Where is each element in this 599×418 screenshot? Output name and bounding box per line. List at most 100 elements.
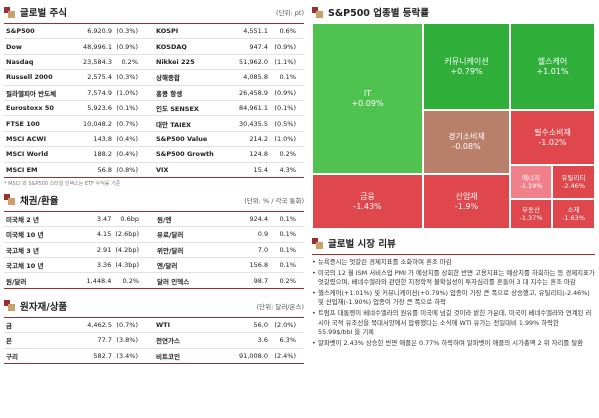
- sector-label: 유틸리티: [561, 173, 586, 182]
- row-name: 필라델피아 반도체: [4, 85, 76, 101]
- row-name: Russell 2000: [4, 69, 76, 86]
- sector-label: 소재: [567, 205, 580, 214]
- table-row: 원/달러 1,448.4 0.2% 달러 인덱스 98.7 0.2%: [4, 272, 304, 289]
- row-change: (2.4%): [270, 348, 304, 365]
- market-review-header: 글로벌 시장 리뷰: [312, 235, 595, 251]
- row-name: Dow: [4, 38, 76, 55]
- row-name: 은: [4, 332, 76, 349]
- sector-tile: 소재 -1.63%: [552, 199, 595, 229]
- sector-label: IT: [363, 88, 372, 98]
- commodities-header: 원자재/상품 (단위: 달러/온스): [4, 298, 304, 314]
- row-name: S&P500 Growth: [146, 146, 224, 163]
- sector-tile: 경기소비재 -0.08%: [423, 110, 510, 174]
- review-item: 헬스케어(+1.01%) 및 커뮤니케이션(+0.79%) 업종이 가장 큰 폭…: [312, 289, 595, 307]
- row-change: (0.3%): [114, 69, 146, 86]
- row-value: 3.6: [224, 332, 270, 349]
- bonds-fx-header: 채권/환율 (단위: % / 각국 통화): [4, 192, 304, 208]
- row-value: 56.8: [76, 162, 114, 178]
- section-square-icon: [4, 194, 15, 206]
- right-column: S&P500 업종별 등락률 IT +0.09% 커뮤니케이션 +0.79% 헬스케어 +…: [312, 4, 595, 350]
- row-name: Nikkei 225: [146, 54, 224, 71]
- row-name: KOSDAQ: [146, 38, 224, 55]
- row-change: 0.2%: [114, 54, 146, 71]
- sector-change: -1.63%: [562, 214, 585, 222]
- row-change: 0.2%: [270, 272, 304, 289]
- row-name: 유로/달러: [147, 226, 225, 243]
- table-row: MSCI ACWI 143.8 (0.4%) S&P500 Value 214.2 (1.…: [4, 131, 304, 148]
- sector-change: -1.43%: [353, 201, 382, 211]
- row-name: 금: [4, 316, 76, 334]
- row-value: 124.8: [224, 146, 270, 163]
- sector-tile: 금융 -1.43%: [312, 174, 423, 229]
- row-value: 0.9: [224, 226, 271, 243]
- sector-change: -1.02%: [538, 137, 567, 147]
- row-change: (0.9%): [114, 38, 146, 55]
- table-row: MSCI EM 56.8 (0.8%) VIX 15.4 4.3%: [4, 162, 304, 178]
- global-stocks-footnote: * MSCI 와 S&P500 스타일 인덱스는 ETF 수익률 기준: [4, 180, 121, 187]
- row-name: 엔/달러: [147, 257, 225, 274]
- sector-tile: 필수소비재 -1.02%: [510, 110, 595, 165]
- table-row: 국고채 10 년 3.36 (4.3bp) 엔/달러 156.8 0.1%: [4, 257, 304, 274]
- sector-tile: IT +0.09%: [312, 23, 423, 174]
- sector-tile: 산업재 -1.9%: [423, 174, 510, 229]
- sector-label: 커뮤니케이션: [444, 56, 489, 66]
- sector-change: -1.9%: [454, 201, 479, 211]
- table-row: Nasdaq 23,584.3 0.2% Nikkei 225 51,962.0 (1.1…: [4, 54, 304, 71]
- row-change: (0.8%): [114, 162, 146, 178]
- row-change: (0.9%): [270, 38, 304, 55]
- row-value: 3.36: [75, 257, 114, 274]
- row-name: 미국채 10 년: [4, 226, 76, 243]
- left-column: 글로벌 주식 (단위: pt) S&P500 6,920.9 (0.3%) KOSPI…: [4, 4, 304, 365]
- row-value: 77.7: [76, 332, 114, 349]
- commodities-title: 원자재/상품: [20, 301, 68, 313]
- row-value: 26,458.9: [224, 85, 270, 101]
- row-value: 30,435.5: [224, 115, 270, 132]
- row-change: (2.6bp): [113, 226, 148, 243]
- row-name: MSCI EM: [4, 162, 76, 178]
- row-change: 0.2%: [113, 272, 148, 289]
- global-stocks-title: 글로벌 주식: [20, 8, 68, 19]
- sector-tile: 부동산 -1.37%: [510, 199, 552, 229]
- row-value: 23,584.3: [76, 54, 114, 71]
- row-change: (0.1%): [270, 100, 304, 117]
- sector-change: +0.79%: [450, 66, 483, 76]
- row-change: (0.5%): [270, 115, 304, 132]
- table-row: FTSE 100 10,048.2 (0.7%) 대만 TAIEX 30,435.5 (0…: [4, 115, 304, 132]
- row-name: Eurostoxx 50: [4, 100, 76, 117]
- row-name: 국고채 3 년: [4, 242, 76, 259]
- row-change: (3.4%): [114, 348, 146, 365]
- commodities-unit: (단위: 달러/온스): [256, 302, 304, 311]
- row-change: 6.3%: [270, 332, 304, 349]
- row-change: (4.2bp): [113, 242, 148, 259]
- row-change: 0.1%: [270, 210, 304, 228]
- row-change: (4.3bp): [113, 257, 148, 274]
- sector-label: 에너지: [522, 173, 540, 182]
- row-name: 비트코인: [146, 348, 224, 365]
- row-value: 7,574.9: [76, 85, 114, 101]
- bonds-fx-title: 채권/환율: [20, 195, 59, 207]
- sector-label: 필수소비재: [534, 127, 571, 137]
- section-square-icon: [312, 6, 323, 18]
- sector-label: 금융: [360, 191, 375, 201]
- row-value: 98.7: [224, 272, 271, 289]
- section-square-icon: [4, 6, 15, 18]
- row-change: (0.4%): [114, 131, 146, 148]
- row-change: 0.1%: [270, 257, 304, 274]
- row-name: 미국채 2 년: [4, 210, 76, 228]
- row-value: 3.47: [75, 210, 114, 228]
- row-value: 15.4: [224, 162, 270, 178]
- table-row: S&P500 6,920.9 (0.3%) KOSPI 4,551.1 0.6%: [4, 22, 304, 40]
- market-review-list: 뉴욕증시는 엇갈린 경제지표를 소화하며 혼조 마감미국의 12 월 ISM 서…: [312, 254, 595, 348]
- row-change: (0.1%): [114, 100, 146, 117]
- table-row: 국고채 3 년 2.91 (4.2bp) 위안/달러 7.0 0.1%: [4, 242, 304, 259]
- section-square-icon: [4, 300, 15, 312]
- table-row: 금 4,462.5 (0.7%) WTI 56.0 (2.0%): [4, 316, 304, 334]
- sector-change: -0.08%: [452, 142, 481, 151]
- global-stocks-table: S&P500 6,920.9 (0.3%) KOSPI 4,551.1 0.6% Dow 48…: [4, 22, 304, 178]
- row-value: 188.2: [76, 146, 114, 163]
- table-row: Dow 48,996.1 (0.9%) KOSDAQ 947.4 (0.9%): [4, 38, 304, 55]
- sector-label: 헬스케어: [537, 56, 568, 66]
- table-row: 필라델피아 반도체 7,574.9 (1.0%) 홍콩 항셍 26,458.9 (0.9%…: [4, 85, 304, 101]
- row-change: (0.4%): [114, 146, 146, 163]
- row-change: (1.0%): [114, 85, 146, 101]
